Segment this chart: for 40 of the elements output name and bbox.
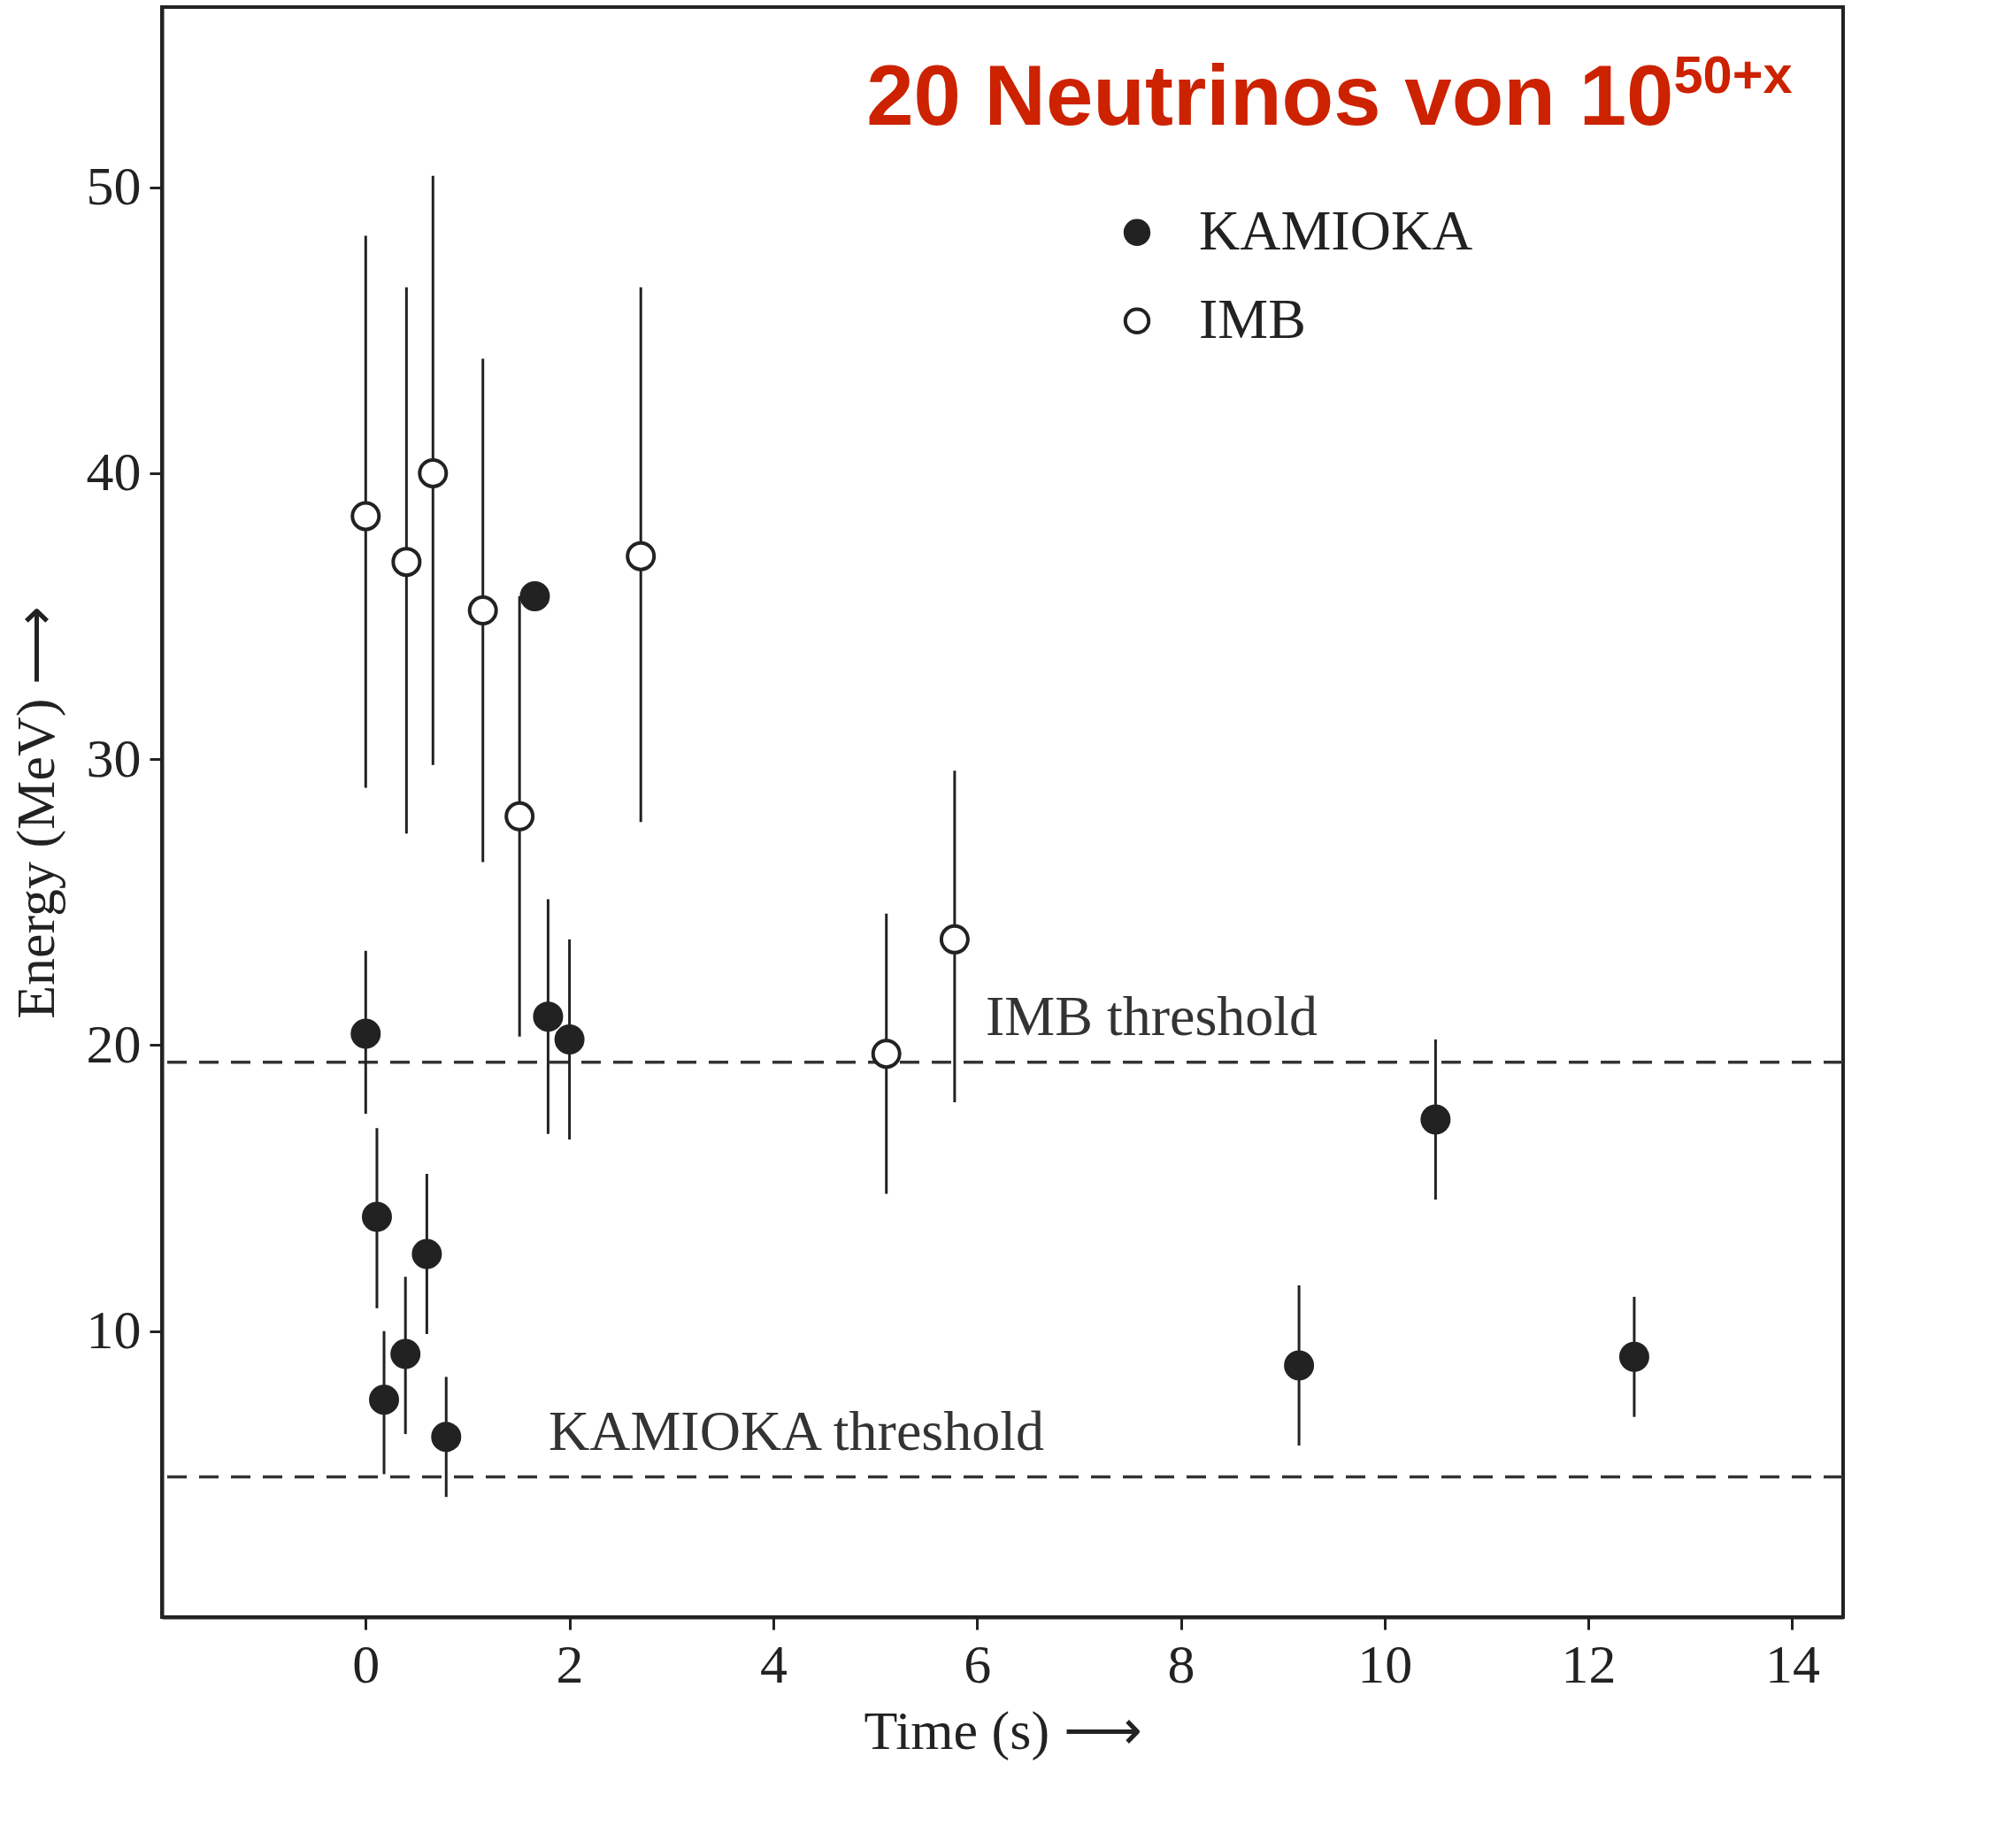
ref-line-label: KAMIOKA threshold xyxy=(549,1399,1044,1462)
y-tick-label: 30 xyxy=(86,727,142,788)
y-tick-label: 20 xyxy=(86,1013,142,1074)
x-tick-label: 10 xyxy=(1357,1633,1413,1694)
legend-label: KAMIOKA xyxy=(1199,198,1473,262)
legend-label: IMB xyxy=(1199,287,1306,350)
point xyxy=(390,1338,421,1369)
point xyxy=(411,1238,442,1269)
point xyxy=(939,924,970,955)
y-axis-title: Energy (MeV) ⟶ xyxy=(4,606,66,1019)
y-tick-label: 50 xyxy=(86,156,142,217)
point xyxy=(626,541,657,571)
point xyxy=(350,501,381,532)
y-tick-label: 10 xyxy=(86,1300,142,1361)
point xyxy=(871,1039,902,1070)
x-tick-label: 2 xyxy=(556,1633,584,1694)
ref-line-label: IMB threshold xyxy=(986,984,1318,1047)
point xyxy=(519,580,550,611)
point xyxy=(1420,1104,1451,1135)
x-tick-label: 6 xyxy=(964,1633,992,1694)
x-tick-label: 14 xyxy=(1764,1633,1820,1694)
x-tick-label: 12 xyxy=(1561,1633,1617,1694)
point xyxy=(467,595,498,626)
point xyxy=(533,1001,564,1032)
point xyxy=(350,1018,381,1049)
point xyxy=(1618,1341,1649,1372)
y-tick-label: 40 xyxy=(86,441,142,502)
point xyxy=(361,1201,392,1232)
x-axis-title: Time (s) ⟶ xyxy=(864,1699,1142,1761)
point xyxy=(391,547,422,578)
point xyxy=(1284,1350,1315,1381)
point xyxy=(418,457,449,488)
x-tick-label: 4 xyxy=(759,1633,788,1694)
text: 20 Neutrinos von 10$^{50+x}$ xyxy=(866,44,1793,142)
x-tick-label: 8 xyxy=(1167,1633,1195,1694)
point xyxy=(504,801,535,832)
point xyxy=(369,1384,400,1415)
x-tick-label: 0 xyxy=(352,1633,380,1694)
point xyxy=(554,1024,585,1054)
point xyxy=(431,1422,462,1453)
